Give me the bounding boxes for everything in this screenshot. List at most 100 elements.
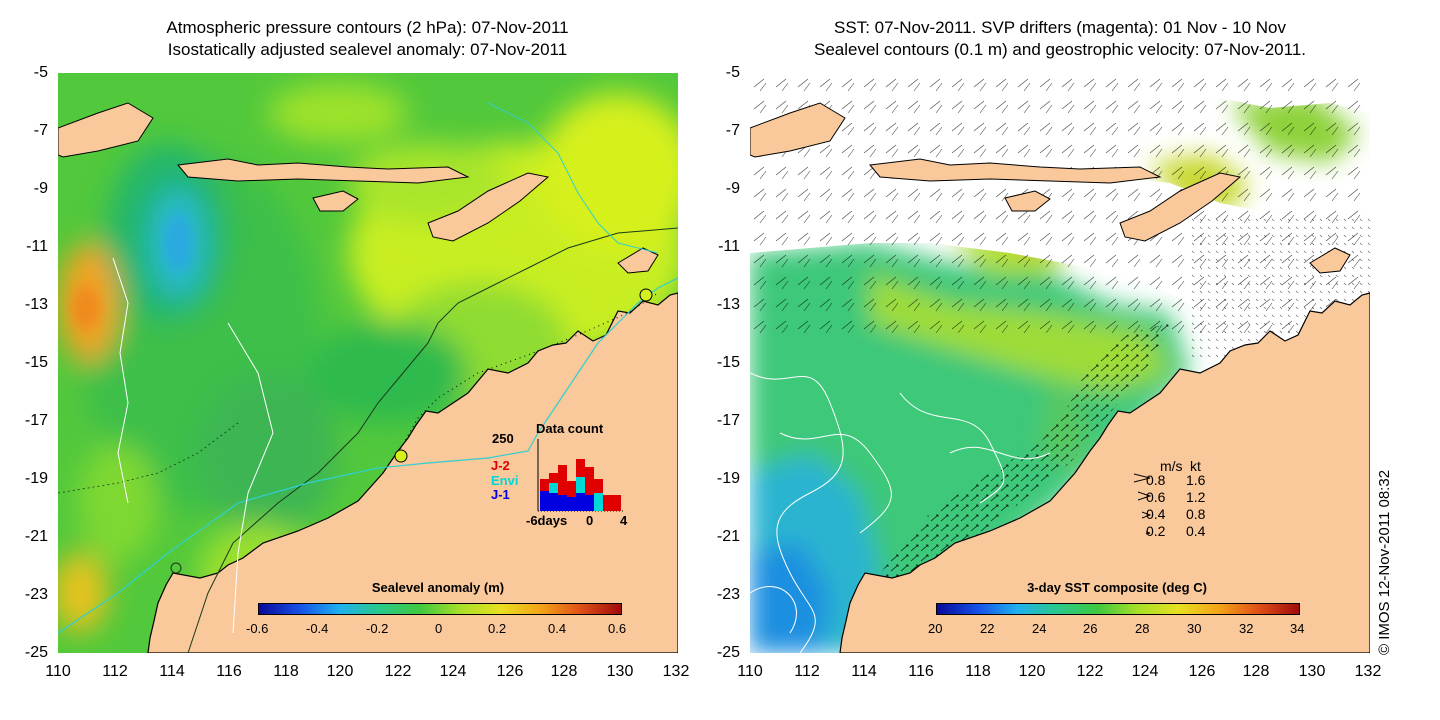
data-count-bar [549, 473, 558, 483]
data-count-bar [576, 477, 585, 493]
right-title-line1: SST: 07-Nov-2011. SVP drifters (magenta)… [834, 18, 1286, 37]
velocity-legend-ms: 0.8 [1146, 472, 1166, 488]
data-count-inset: Data count 250 J-2 Envi J-1 [488, 421, 628, 531]
left-y-tick: -17 [24, 412, 48, 429]
right-colorbar-tick: 30 [1187, 621, 1202, 636]
right-x-tick: 116 [908, 663, 934, 680]
velocity-legend-arrow [1133, 473, 1151, 483]
left-map-sealevel-anomaly: Sealevel anomaly (m) -0.6 -0.4 -0.2 0 0.… [58, 73, 678, 653]
left-y-tick: -19 [24, 470, 48, 487]
left-x-tick: 120 [326, 663, 354, 680]
left-y-tick: -23 [24, 586, 48, 603]
right-x-tick: 128 [1242, 663, 1270, 680]
velocity-legend-arrow [1145, 531, 1151, 535]
copyright-label: © IMOS 12-Nov-2011 08:32 [1376, 469, 1393, 655]
left-colorbar [258, 603, 622, 615]
right-y-tick: -7 [725, 122, 740, 139]
data-count-bar [540, 479, 549, 491]
left-x-tick: 124 [439, 663, 467, 680]
right-x-tick: 110 [737, 663, 763, 680]
left-x-tick: 112 [102, 663, 128, 680]
right-x-tick: 124 [1131, 663, 1159, 680]
velocity-legend-kt: 1.2 [1186, 489, 1206, 505]
left-x-tick: 130 [606, 663, 634, 680]
right-x-tick: 130 [1298, 663, 1326, 680]
left-colorbar-ticks: -0.6 -0.4 -0.2 0 0.2 0.4 0.6 [246, 621, 626, 637]
velocity-legend-kt: 1.6 [1186, 472, 1206, 488]
left-y-tick: -21 [24, 528, 48, 545]
right-map-sst: m/s kt 0.8 1.6 0.6 1.2 0.4 0.8 0.2 0.4 3… [750, 73, 1370, 653]
data-count-bar [558, 495, 567, 511]
right-colorbar-tick: 34 [1290, 621, 1305, 636]
data-count-bars [540, 459, 621, 511]
velocity-legend-header-kt: kt [1190, 458, 1201, 474]
data-count-bar [549, 493, 558, 511]
right-y-tick: -17 [716, 412, 740, 429]
left-x-tick: 132 [662, 663, 690, 680]
right-y-tick: -21 [716, 528, 740, 545]
right-x-tick: 122 [1076, 663, 1104, 680]
left-title-line2: Isostatically adjusted sealevel anomaly:… [167, 40, 568, 59]
left-x-tick: 128 [550, 663, 578, 680]
right-y-tick: -15 [716, 354, 740, 371]
left-colorbar-tick: -0.6 [246, 621, 269, 636]
right-y-tick: -5 [725, 64, 740, 81]
data-count-legend-envi: Envi [491, 473, 519, 488]
data-count-bar [594, 493, 603, 511]
data-count-bar [558, 465, 567, 495]
left-x-tick: 116 [216, 663, 242, 680]
data-count-bar [540, 491, 549, 511]
left-x-tick: 126 [496, 663, 524, 680]
velocity-legend: m/s kt 0.8 1.6 0.6 1.2 0.4 0.8 0.2 0.4 [1130, 458, 1240, 548]
velocity-legend-ms: 0.6 [1146, 489, 1166, 505]
left-y-tick: -13 [24, 296, 48, 313]
left-colorbar-tick: -0.4 [306, 621, 329, 636]
left-y-tick: -25 [24, 644, 48, 661]
data-count-bar [585, 467, 594, 495]
right-x-tick: 114 [851, 663, 877, 680]
left-x-tick: 114 [159, 663, 185, 680]
left-x-tick: 122 [384, 663, 412, 680]
data-count-bar [567, 497, 576, 511]
velocity-legend-arrow [1141, 511, 1152, 519]
data-count-title: Data count [536, 421, 604, 436]
left-colorbar-tick: -0.2 [366, 621, 389, 636]
data-count-bar [549, 483, 558, 493]
right-x-tick: 120 [1018, 663, 1046, 680]
right-colorbar-tick: 32 [1239, 621, 1254, 636]
left-y-tick: -5 [33, 64, 48, 81]
right-colorbar-tick: 20 [928, 621, 943, 636]
velocity-legend-arrow [1137, 491, 1152, 501]
left-x-tick: 110 [45, 663, 71, 680]
left-y-tick: -11 [26, 238, 48, 255]
left-y-tick: -7 [33, 122, 48, 139]
right-colorbar-tick: 28 [1135, 621, 1150, 636]
data-count-bar [594, 479, 603, 493]
right-y-tick: -11 [718, 238, 740, 255]
left-y-tick: -9 [33, 180, 48, 197]
left-colorbar-tick: 0.2 [488, 621, 507, 636]
data-count-ymax: 250 [492, 431, 514, 446]
velocity-legend-ms: 0.2 [1146, 523, 1166, 539]
right-y-tick: -13 [716, 296, 740, 313]
data-count-bar [603, 495, 612, 511]
data-count-xlabel: 0 [586, 513, 594, 528]
right-colorbar-tick: 26 [1083, 621, 1098, 636]
right-colorbar-tick: 22 [980, 621, 995, 636]
right-x-tick: 132 [1354, 663, 1382, 680]
right-colorbar-label: 3-day SST composite (deg C) [1027, 580, 1207, 595]
data-count-legend-j2: J-2 [491, 458, 510, 473]
right-title-line2: Sealevel contours (0.1 m) and geostrophi… [814, 40, 1306, 59]
data-count-bar [576, 493, 585, 511]
left-y-tick: -15 [24, 354, 48, 371]
velocity-legend-ms: 0.4 [1146, 506, 1166, 522]
right-y-tick: -25 [716, 644, 740, 661]
velocity-legend-kt: 0.8 [1186, 506, 1206, 522]
velocity-legend-header-ms: m/s [1160, 458, 1183, 474]
right-x-tick: 126 [1188, 663, 1216, 680]
left-title-line1: Atmospheric pressure contours (2 hPa): 0… [166, 18, 569, 37]
data-count-bar [576, 459, 585, 477]
data-count-bar [567, 481, 576, 497]
data-count-xlabel: -6days [526, 513, 568, 528]
left-colorbar-tick: 0 [435, 621, 443, 636]
